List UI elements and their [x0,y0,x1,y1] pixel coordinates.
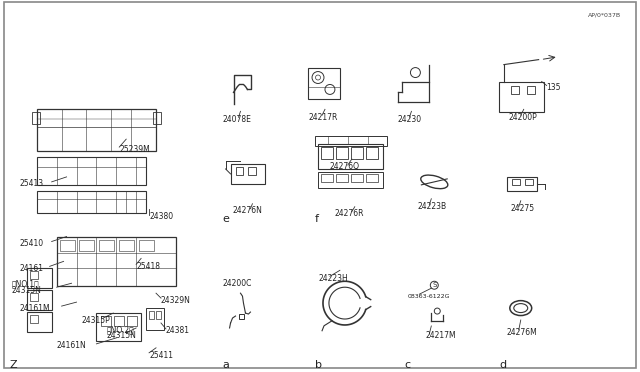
Bar [512,179,520,185]
Bar [365,174,378,182]
Bar [30,293,38,301]
Bar [321,147,333,159]
Bar [511,86,519,94]
Bar [230,164,266,184]
Text: 24200P: 24200P [509,113,538,122]
Bar [525,179,532,185]
Text: 25413: 25413 [20,179,44,188]
Text: 24078E: 24078E [223,115,252,124]
Text: a: a [223,360,230,370]
Bar [499,83,543,112]
Bar [36,109,156,151]
Text: 24217M: 24217M [426,331,456,340]
Bar [308,68,340,99]
Text: 24276Q: 24276Q [330,163,360,171]
Text: 24217R: 24217R [308,113,337,122]
Bar [149,311,154,319]
Bar [153,112,161,124]
Bar [321,174,333,182]
Text: 25418: 25418 [136,262,160,271]
Bar [351,174,363,182]
Text: 24161M: 24161M [20,304,51,312]
Bar [27,312,52,332]
Bar [79,240,95,251]
Text: 08363-6122G: 08363-6122G [408,294,450,299]
Text: 24315N: 24315N [106,331,136,340]
Text: 24200C: 24200C [223,279,252,288]
Text: 25411: 25411 [149,351,173,360]
Bar [248,167,257,175]
Text: 24315N: 24315N [12,286,42,295]
Bar [365,147,378,159]
Bar [56,237,176,286]
Text: 「NO.1」: 「NO.1」 [12,280,40,289]
Text: 24223B: 24223B [417,202,447,211]
Bar [315,136,387,146]
Text: Z: Z [10,360,17,370]
Text: 24223H: 24223H [318,274,348,283]
Text: d: d [499,360,506,370]
Bar [236,167,243,175]
Text: e: e [223,214,230,224]
Text: 24275: 24275 [511,204,535,213]
Text: 24276R: 24276R [335,209,364,218]
Text: 24381: 24381 [166,327,190,336]
Text: b: b [315,360,322,370]
Text: 24161N: 24161N [56,341,86,350]
Text: 25410: 25410 [20,239,44,248]
Bar [527,86,534,94]
Text: 24276M: 24276M [507,328,538,337]
Text: 24329N: 24329N [161,296,191,305]
Text: c: c [404,360,411,370]
Bar [27,290,52,310]
Text: 25239M: 25239M [119,145,150,154]
Text: f: f [315,214,319,224]
Bar [351,147,363,159]
Text: S: S [432,282,436,288]
Bar [318,144,383,169]
Bar [60,240,74,251]
Text: 24230: 24230 [397,115,422,124]
Text: 24380: 24380 [149,212,173,221]
Bar [27,268,52,288]
Text: 135: 135 [547,83,561,92]
Bar [115,316,124,326]
Bar [239,314,244,319]
Text: 「NO.2」: 「NO.2」 [106,326,134,334]
Bar [101,316,111,326]
Text: 24276N: 24276N [232,206,262,215]
Text: 24161: 24161 [20,264,44,273]
Text: AP/0*037B: AP/0*037B [588,13,621,18]
Bar [36,191,146,213]
Text: 24315P: 24315P [81,315,110,324]
Bar [119,240,134,251]
Bar [507,177,537,191]
Bar [97,313,141,341]
Bar [336,174,348,182]
Bar [32,112,40,124]
Bar [318,172,383,188]
Bar [336,147,348,159]
Bar [99,240,115,251]
Bar [139,240,154,251]
Bar [36,157,146,185]
Bar [146,308,164,330]
Bar [127,316,137,326]
Bar [30,271,38,279]
Bar [30,315,38,323]
Bar [156,311,161,319]
